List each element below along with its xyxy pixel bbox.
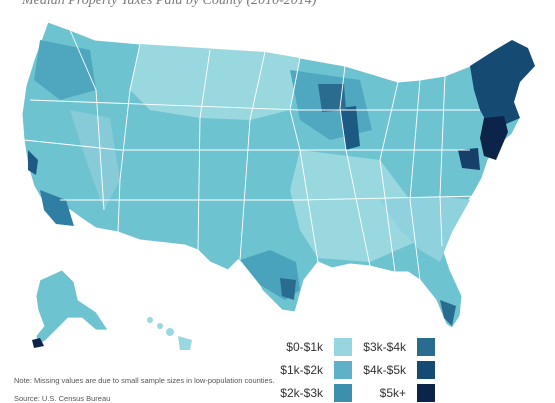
hawaii-shapes [147, 317, 192, 350]
source-text: Source: U.S. Census Bureau [14, 394, 111, 403]
legend-item: $3k-$4k [354, 337, 435, 357]
legend-item: $4k-$5k [354, 360, 435, 380]
legend-label: $3k-$4k [363, 340, 406, 354]
map-title: Median Property Taxes Paid by County (20… [22, 0, 317, 8]
dark-wisconsin [318, 84, 346, 112]
dark-california-bay [28, 150, 38, 175]
legend-swatch [334, 384, 352, 402]
alaska-dark-tip [32, 338, 44, 348]
dark-houston [280, 278, 296, 300]
light-southeast [380, 196, 470, 262]
legend-swatch [417, 338, 435, 356]
dark-florida-south [440, 300, 456, 326]
darkest-nj-ny [480, 116, 508, 160]
legend-swatch [334, 338, 352, 356]
legend-label: $0-$1k [286, 340, 323, 354]
legend-label: $2k-$3k [280, 386, 323, 400]
legend-item: $1k-$2k [271, 360, 352, 380]
note-text: Note: Missing values are due to small sa… [14, 376, 275, 385]
light-north-plains [130, 44, 300, 120]
contiguous-states [21, 21, 536, 329]
light-south-central [290, 150, 420, 262]
legend-item: $5k+ [354, 383, 435, 403]
light-nevada [70, 110, 120, 210]
dark-maryland [458, 148, 480, 170]
state-borders [23, 29, 481, 281]
alaska-shape [35, 269, 109, 347]
dark-illinois [340, 106, 360, 150]
legend-label: $4k-$5k [363, 363, 406, 377]
legend-item: $0-$1k [271, 337, 352, 357]
legend-label: $1k-$2k [280, 363, 323, 377]
legend-swatch [417, 361, 435, 379]
legend-swatch [417, 384, 435, 402]
legend-label: $5k+ [379, 386, 406, 400]
dark-northeast [470, 40, 535, 128]
dark-california-south [40, 190, 74, 226]
legend-swatch [334, 361, 352, 379]
legend-item: $2k-$3k [271, 383, 352, 403]
